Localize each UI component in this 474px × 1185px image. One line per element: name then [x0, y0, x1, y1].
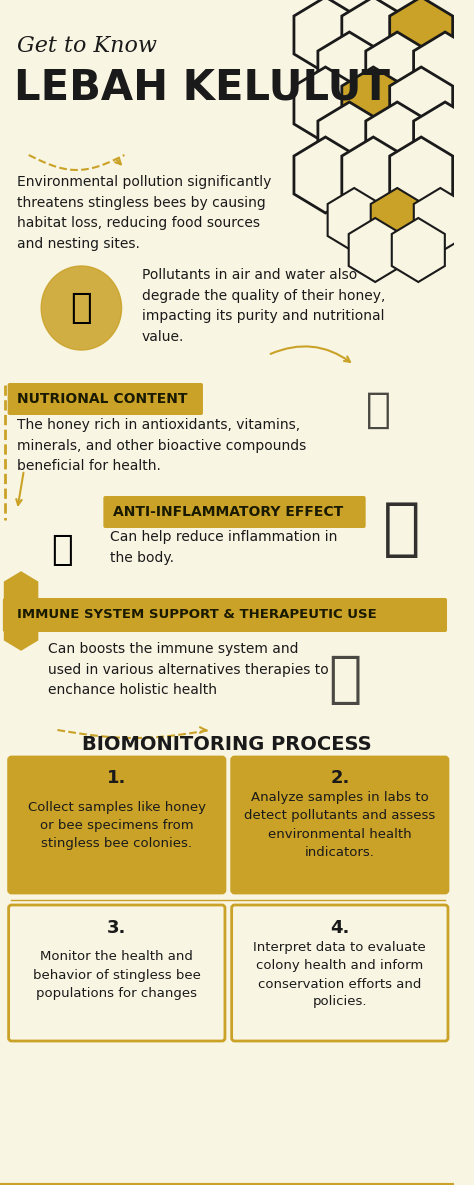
Polygon shape — [366, 32, 429, 108]
Polygon shape — [318, 102, 381, 178]
Text: Can boosts the immune system and
used in various alternatives therapies to
encha: Can boosts the immune system and used in… — [48, 642, 328, 697]
Polygon shape — [342, 137, 405, 213]
Text: The honey rich in antioxidants, vitamins,
minerals, and other bioactive compound: The honey rich in antioxidants, vitamins… — [17, 418, 307, 473]
Polygon shape — [294, 0, 357, 73]
Text: 2.: 2. — [330, 769, 349, 787]
Polygon shape — [349, 218, 402, 282]
FancyBboxPatch shape — [103, 497, 365, 529]
Text: Analyze samples in labs to
detect pollutants and assess
environmental health
ind: Analyze samples in labs to detect pollut… — [244, 792, 436, 858]
Polygon shape — [414, 102, 474, 178]
FancyBboxPatch shape — [9, 757, 225, 893]
Polygon shape — [342, 68, 405, 143]
Polygon shape — [414, 32, 474, 108]
Polygon shape — [294, 68, 357, 143]
Polygon shape — [371, 188, 424, 252]
FancyBboxPatch shape — [232, 905, 448, 1040]
Text: BIOMONITORING PROCESS: BIOMONITORING PROCESS — [82, 736, 372, 755]
Text: 4.: 4. — [330, 920, 349, 937]
Polygon shape — [390, 0, 453, 73]
Polygon shape — [294, 137, 357, 213]
Text: 1.: 1. — [107, 769, 127, 787]
Circle shape — [41, 265, 121, 350]
FancyBboxPatch shape — [9, 905, 225, 1040]
Polygon shape — [390, 137, 453, 213]
Polygon shape — [390, 68, 453, 143]
Text: Monitor the health and
behavior of stingless bee
populations for changes: Monitor the health and behavior of sting… — [33, 950, 201, 999]
Text: 🐝: 🐝 — [365, 389, 391, 431]
Polygon shape — [328, 188, 381, 252]
Text: Get to Know: Get to Know — [17, 36, 157, 57]
Polygon shape — [4, 610, 37, 651]
Text: IMMUNE SYSTEM SUPPORT & THERAPEUTIC USE: IMMUNE SYSTEM SUPPORT & THERAPEUTIC USE — [17, 609, 377, 621]
Text: Interpret data to evaluate
colony health and inform
conservation efforts and
pol: Interpret data to evaluate colony health… — [254, 942, 426, 1008]
Text: 🍯: 🍯 — [71, 292, 92, 325]
Text: LEBAH KELULUT: LEBAH KELULUT — [14, 68, 391, 109]
FancyBboxPatch shape — [3, 598, 447, 632]
Text: NUTRIONAL CONTENT: NUTRIONAL CONTENT — [17, 392, 188, 406]
Polygon shape — [414, 188, 467, 252]
FancyBboxPatch shape — [8, 383, 203, 415]
Text: 🌼: 🌼 — [383, 500, 421, 561]
Polygon shape — [366, 102, 429, 178]
Text: 🐝: 🐝 — [328, 653, 361, 707]
Polygon shape — [392, 218, 445, 282]
Text: 3.: 3. — [107, 920, 127, 937]
Polygon shape — [342, 0, 405, 73]
Text: 🐝: 🐝 — [51, 533, 73, 566]
Text: Collect samples like honey
or bee specimens from
stingless bee colonies.: Collect samples like honey or bee specim… — [28, 801, 206, 850]
Polygon shape — [4, 572, 37, 611]
Polygon shape — [318, 32, 381, 108]
FancyBboxPatch shape — [232, 757, 448, 893]
Text: Pollutants in air and water also
degrade the quality of their honey,
impacting i: Pollutants in air and water also degrade… — [142, 268, 385, 344]
Text: ANTI-INFLAMMATORY EFFECT: ANTI-INFLAMMATORY EFFECT — [113, 505, 343, 519]
Text: Environmental pollution significantly
threatens stingless bees by causing
habita: Environmental pollution significantly th… — [17, 175, 272, 251]
Text: Can help reduce inflammation in
the body.: Can help reduce inflammation in the body… — [110, 530, 337, 564]
